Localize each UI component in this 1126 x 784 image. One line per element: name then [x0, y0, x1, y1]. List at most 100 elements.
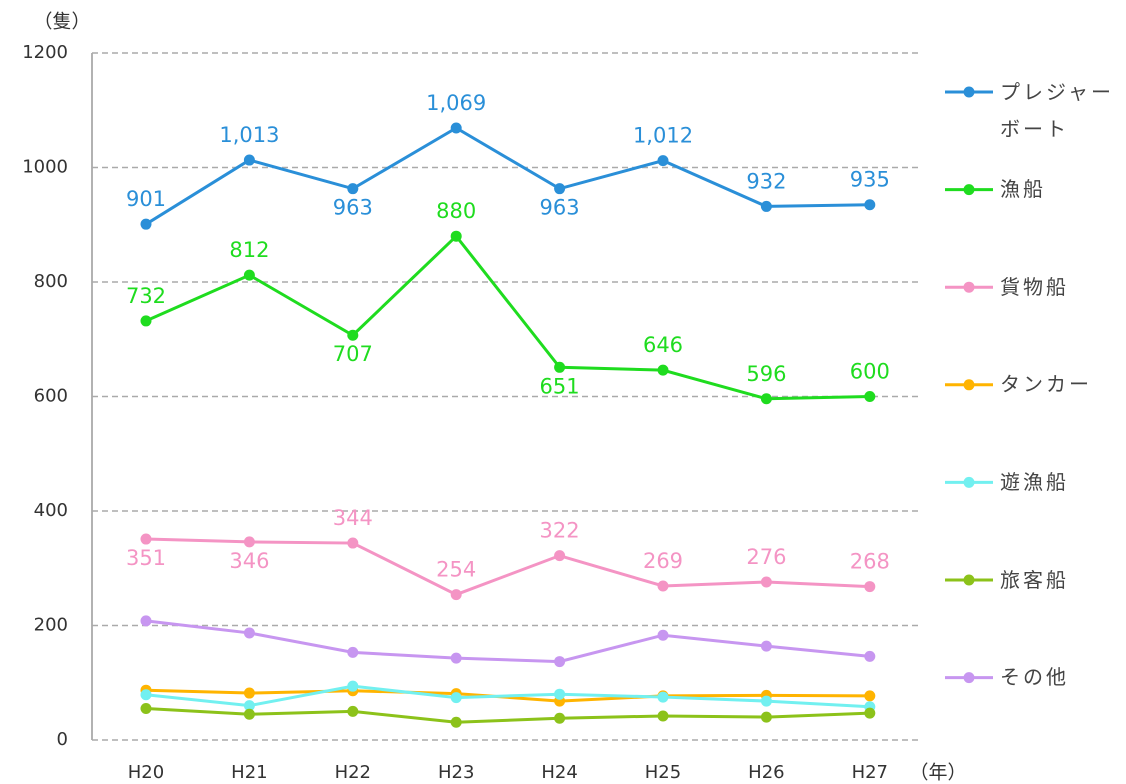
legend-label: タンカー — [1000, 372, 1092, 397]
data-label: 1,069 — [426, 91, 486, 115]
data-label: 322 — [540, 519, 580, 543]
legend-label: 旅客船 — [1000, 567, 1069, 592]
data-label: 651 — [540, 374, 580, 398]
series-line — [145, 537, 870, 597]
data-label: 963 — [540, 196, 580, 220]
data-point — [760, 576, 772, 588]
data-point — [243, 154, 255, 166]
data-label: 600 — [850, 360, 890, 384]
legend-label: 漁船 — [1000, 177, 1046, 202]
data-point — [554, 712, 566, 724]
data-point — [864, 581, 876, 593]
data-point — [657, 691, 669, 703]
data-label: 346 — [229, 549, 269, 573]
data-point — [140, 533, 152, 545]
y-tick-label: 800 — [34, 271, 68, 292]
legend-marker — [963, 184, 975, 196]
data-point — [140, 218, 152, 230]
data-label: 935 — [850, 168, 890, 192]
data-point — [347, 329, 359, 341]
data-point — [864, 707, 876, 719]
x-tick-label: H23 — [438, 762, 474, 783]
data-point — [243, 627, 255, 639]
data-point — [450, 652, 462, 664]
data-point — [760, 200, 772, 212]
data-label: 901 — [126, 187, 166, 211]
data-point — [554, 361, 566, 373]
legend-marker — [963, 281, 975, 293]
data-point — [243, 269, 255, 281]
y-unit: （隻） — [33, 11, 90, 33]
y-tick-label: 200 — [34, 615, 68, 636]
data-label: 932 — [746, 169, 786, 193]
y-tick-label: 1000 — [22, 157, 68, 178]
data-point — [760, 711, 772, 723]
data-point — [347, 680, 359, 692]
data-point — [657, 629, 669, 641]
data-point — [554, 688, 566, 700]
data-point — [657, 580, 669, 592]
data-label: 276 — [746, 545, 786, 569]
data-point — [450, 692, 462, 704]
data-label: 963 — [333, 196, 373, 220]
data-point — [760, 640, 772, 652]
x-tick-label: H24 — [541, 762, 577, 783]
data-point — [243, 687, 255, 699]
data-point — [140, 315, 152, 327]
x-tick-label: H26 — [748, 762, 784, 783]
data-point — [347, 705, 359, 717]
data-point — [864, 690, 876, 702]
data-point — [450, 716, 462, 728]
series-line — [145, 126, 870, 226]
data-label: 707 — [333, 342, 373, 366]
data-point — [864, 391, 876, 402]
series-line — [145, 619, 870, 664]
legend-marker — [963, 672, 975, 684]
data-point — [450, 230, 462, 242]
data-point — [554, 550, 566, 562]
data-label: 1,012 — [633, 124, 693, 148]
data-label: 646 — [643, 333, 683, 357]
data-point — [243, 708, 255, 720]
legend-label: 貨物船 — [1000, 274, 1069, 299]
data-point — [347, 183, 359, 195]
data-label: 344 — [333, 506, 373, 530]
data-point — [864, 199, 876, 211]
y-tick-label: 0 — [57, 729, 68, 750]
data-label: 732 — [126, 284, 166, 308]
data-point — [347, 537, 359, 549]
y-tick-label: 1200 — [22, 42, 68, 63]
legend-marker — [963, 379, 975, 391]
data-label: 351 — [126, 546, 166, 570]
x-tick-label: H22 — [335, 762, 371, 783]
y-tick-label: 400 — [34, 500, 68, 521]
series-line — [145, 707, 870, 724]
legend-marker — [963, 86, 975, 98]
data-point — [140, 615, 152, 627]
data-label: 268 — [850, 550, 890, 574]
data-point — [657, 364, 669, 376]
data-point — [760, 393, 772, 405]
x-tick-label: H21 — [231, 762, 267, 783]
data-point — [140, 689, 152, 701]
legend-marker — [963, 476, 975, 488]
data-label: 269 — [643, 549, 683, 573]
data-point — [243, 536, 255, 548]
legend-label: 遊漁船 — [1000, 469, 1069, 494]
data-label: 254 — [436, 558, 476, 582]
data-point — [864, 650, 876, 662]
legend-label: プレジャーボート — [1000, 79, 1114, 141]
y-tick-label: 600 — [34, 386, 68, 407]
data-point — [450, 122, 462, 134]
legend-label: その他 — [1000, 665, 1069, 690]
data-point — [554, 656, 566, 668]
data-label: 1,013 — [219, 123, 279, 147]
data-point — [450, 589, 462, 601]
x-unit: （年） — [909, 762, 966, 784]
data-point — [760, 695, 772, 707]
data-point — [140, 703, 152, 715]
x-tick-label: H20 — [128, 762, 164, 783]
legend-marker — [963, 574, 975, 586]
